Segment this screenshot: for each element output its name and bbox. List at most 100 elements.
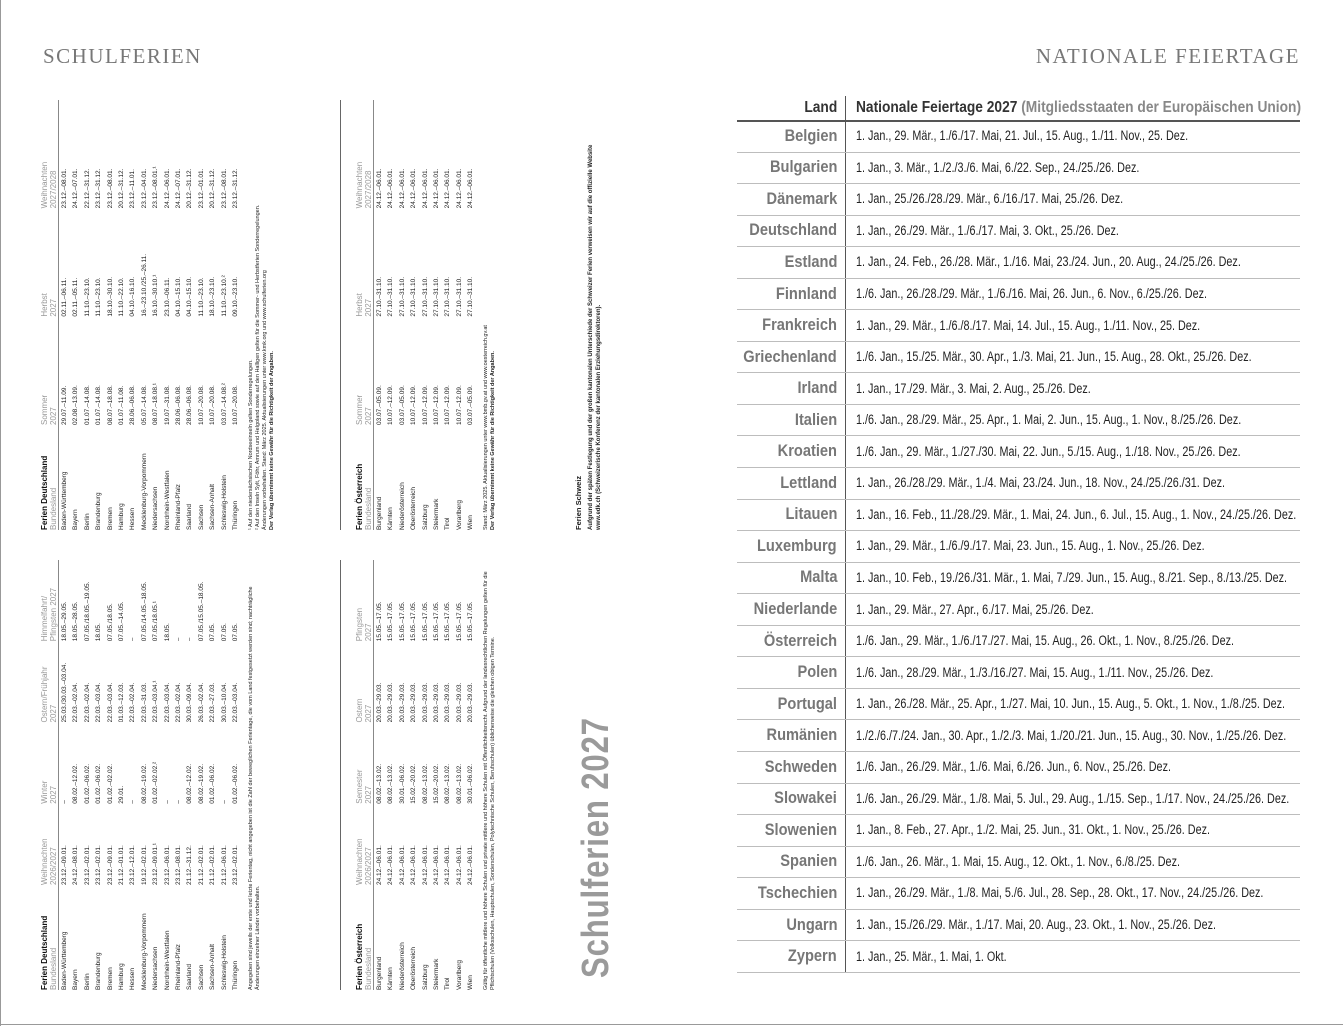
- data-row: Tirol 10.07.–12.09. 27.10.–31.10. 24.12.–06…: [442, 100, 453, 530]
- data-row: Niederösterreich 24.12.–06.01. 30.01.–06.0…: [397, 560, 408, 990]
- holiday-dates: 1. Jan., 3. Mär., 1./2./3./6. Mai, 6./22…: [856, 159, 1140, 175]
- country: Niederlande: [753, 599, 837, 619]
- footnotes: Stand: März 2025. Aktualisierungen unter…: [483, 100, 497, 530]
- holiday-dates: 1. Jan., 8. Feb., 27. Apr., 1./2. Mai, 2…: [856, 822, 1210, 838]
- table-row: Deutschland 1. Jan., 26./29. Mär., 1./6./…: [737, 215, 1300, 248]
- table-row: Estland 1. Jan., 24. Feb., 26./28. Mär., …: [737, 246, 1300, 279]
- country-cell: Lettland: [737, 467, 837, 499]
- table-row: Griechenland 1./6. Jan., 15./25. Mär., 30…: [737, 341, 1300, 374]
- data-row: Salzburg 24.12.–06.01. 08.02.–13.02. 20.03.…: [420, 560, 431, 990]
- date-range: 15.05.–17.05.: [387, 601, 395, 642]
- date-range: 02.11.–05.11.: [72, 277, 80, 317]
- table-row: Spanien 1./6. Jan., 26. Mär., 1. Mai, 15.…: [737, 846, 1300, 879]
- region: Niederösterreich: [398, 942, 406, 990]
- dates-cell: 1. Jan., 29. Mär., 1./6./8./17. Mai, 14.…: [856, 309, 1286, 341]
- country-cell: Slowakei: [737, 783, 837, 815]
- schweiz-text: Aufgrund der späten Festlegung und der g…: [588, 144, 602, 530]
- data-row: Thüringen 10.07.–20.08. 09.10.–23.10. 23.12…: [230, 100, 241, 530]
- region: Nordrhein-Westfalen: [163, 470, 171, 531]
- region: Baden-Württemberg: [61, 931, 68, 990]
- date-range: 23.12.–08.01.¹: [152, 166, 160, 209]
- country-cell: Luxemburg: [737, 530, 837, 562]
- column-period: 2027: [364, 704, 373, 723]
- country: Slowenien: [764, 819, 837, 839]
- column-period: 2027: [49, 785, 58, 804]
- date-range: 20.03.–29.03.: [444, 682, 452, 723]
- holiday-dates: 1. Jan., 24. Feb., 26./28. Mär., 1./16. …: [856, 254, 1241, 270]
- head-cell: Weihnachten 2026/2027: [355, 804, 374, 885]
- holiday-grid: Ferien Österreich Bundesland Weihnachten 20…: [355, 560, 477, 990]
- data-row: Baden-Württemberg 29.07.–11.09. 02.11.–06.…: [59, 100, 71, 530]
- date-range: 10.07.–20.08.: [197, 385, 205, 425]
- date-range: 24.12.–06.01.: [444, 845, 452, 885]
- date-range: 23.12.–11.01.: [129, 169, 137, 209]
- holiday-block: Ferien Deutschland Bundesland Weihnachten 2…: [40, 560, 262, 990]
- data-row: Sachsen 10.07.–20.08. 11.10.–23.10. 23.12.–…: [196, 100, 207, 530]
- date-range: 11.10.–23.10.: [95, 277, 103, 317]
- date-range: 20.12.–31.12.: [118, 168, 126, 209]
- date-range: 21.12.–01.01.: [118, 845, 126, 885]
- country: Rumänien: [766, 725, 837, 745]
- data-row: Baden-Württemberg 23.12.–09.01. – 25.03./30…: [59, 560, 71, 990]
- header-title: Nationale Feiertage 2027: [856, 99, 1018, 116]
- holiday-dates: 1. Jan., 25./26./28./29. Mär., 6./16./17…: [856, 191, 1124, 207]
- date-range: 04.10.–15.10.: [175, 276, 183, 317]
- column-period: Pfingsten 2027: [49, 587, 58, 642]
- date-range: 18.10.–30.10.: [106, 276, 114, 317]
- country: Kroatien: [777, 441, 837, 461]
- dates-cell: 1./6. Jan., 26./28./29. Mär., 1./6./16. …: [856, 278, 1295, 310]
- page-edge: [0, 0, 1, 1026]
- date-range: 23.12.–08.01.: [220, 168, 228, 209]
- header-title-group: Nationale Feiertage 2027 (Mitgliedsstaat…: [856, 99, 1301, 117]
- date-range: 20.12.–31.12.: [209, 168, 217, 209]
- table-row: Dänemark 1. Jan., 25./26./28./29. Mär., 6…: [737, 183, 1300, 216]
- date-range: 10.07.–12.09.: [387, 385, 395, 425]
- date-range: 22.03.–03.04.: [95, 682, 103, 723]
- dates-cell: 1./6. Jan., 29. Mär., 1./6./17./27. Mai,…: [856, 625, 1329, 657]
- region: Rheinland-Pfalz: [175, 484, 183, 530]
- country-cell: Ungarn: [737, 909, 837, 941]
- table-row: Rumänien 1./2./6./7./24. Jan., 30. Apr., …: [737, 719, 1300, 752]
- date-range: 15.05.–17.05.: [398, 601, 406, 642]
- date-range: 23.12.–09.01.: [106, 845, 114, 885]
- date-range: 24.12.–06.01.: [398, 845, 406, 885]
- date-range: 22.03.–31.03.: [140, 682, 148, 723]
- data-row: Steiermark 10.07.–12.09. 27.10.–31.10. 24.1…: [431, 100, 442, 530]
- date-range: 28.06.–06.08.: [129, 385, 137, 425]
- date-range: 24.12.–06.01.: [376, 845, 383, 885]
- table-row: Slowakei 1./6. Jan., 26./29. Mär., 1./8. …: [737, 783, 1300, 816]
- country-cell: Bulgarien: [737, 152, 837, 184]
- date-range: 01.02.–02.02.²: [152, 761, 160, 804]
- column-name: Weihnachten: [40, 161, 49, 209]
- date-range: 15.02.–20.02.: [410, 763, 418, 804]
- head-row: Ferien Österreich Bundesland Sommer 2027 Her…: [355, 100, 374, 530]
- dates-cell: 1. Jan., 16. Feb., 11./28./29. Mär., 1. …: [856, 499, 1343, 531]
- date-range: 15.05.–17.05.: [467, 601, 475, 642]
- date-range: 22.03.–03.04.: [232, 682, 240, 723]
- header-cell: Nationale Feiertage 2027 (Mitgliedsstaat…: [856, 96, 1343, 120]
- date-range: 08.02.–19.02.: [140, 763, 148, 804]
- date-range: 24.12.–06.01.: [433, 845, 441, 885]
- column-name: Semester: [355, 769, 364, 804]
- dates-cell: 1. Jan., 25./26./28./29. Mär., 6./16./17…: [856, 183, 1190, 215]
- date-range: 24.12.–06.01.: [433, 168, 441, 209]
- date-range: 01.03.–12.03.: [118, 682, 126, 723]
- region: Bremen: [106, 967, 114, 990]
- region: Bremen: [106, 507, 114, 530]
- data-row: Schleswig-Holstein 03.07.–14.08.² 11.10.–2…: [219, 100, 230, 530]
- dates-cell: 1./6. Jan., 28./29. Mär., 1./3./16./27. …: [856, 656, 1303, 688]
- country: Slowakei: [774, 788, 837, 808]
- date-range: 21.12.–02.01.: [209, 845, 217, 885]
- column-name: Ostern/Frühjahr: [40, 666, 49, 723]
- data-row: Hamburg 01.07.–11.08. 11.10.–22.10. 20.12.–…: [116, 100, 127, 530]
- data-row: Bremen 23.12.–09.01. 01.02.–02.02. 22.03.–0…: [105, 560, 116, 990]
- date-range: 04.10.–16.10.: [129, 276, 137, 317]
- region: Salzburg: [421, 964, 429, 990]
- divider: [340, 560, 341, 990]
- running-head: SCHULFERIEN: [43, 44, 202, 68]
- date-range: 02.08.–13.09.: [72, 385, 80, 425]
- country-cell: Polen: [737, 656, 837, 688]
- date-range: 10.07.–12.09.: [421, 385, 429, 425]
- column-period: 2027: [49, 407, 58, 425]
